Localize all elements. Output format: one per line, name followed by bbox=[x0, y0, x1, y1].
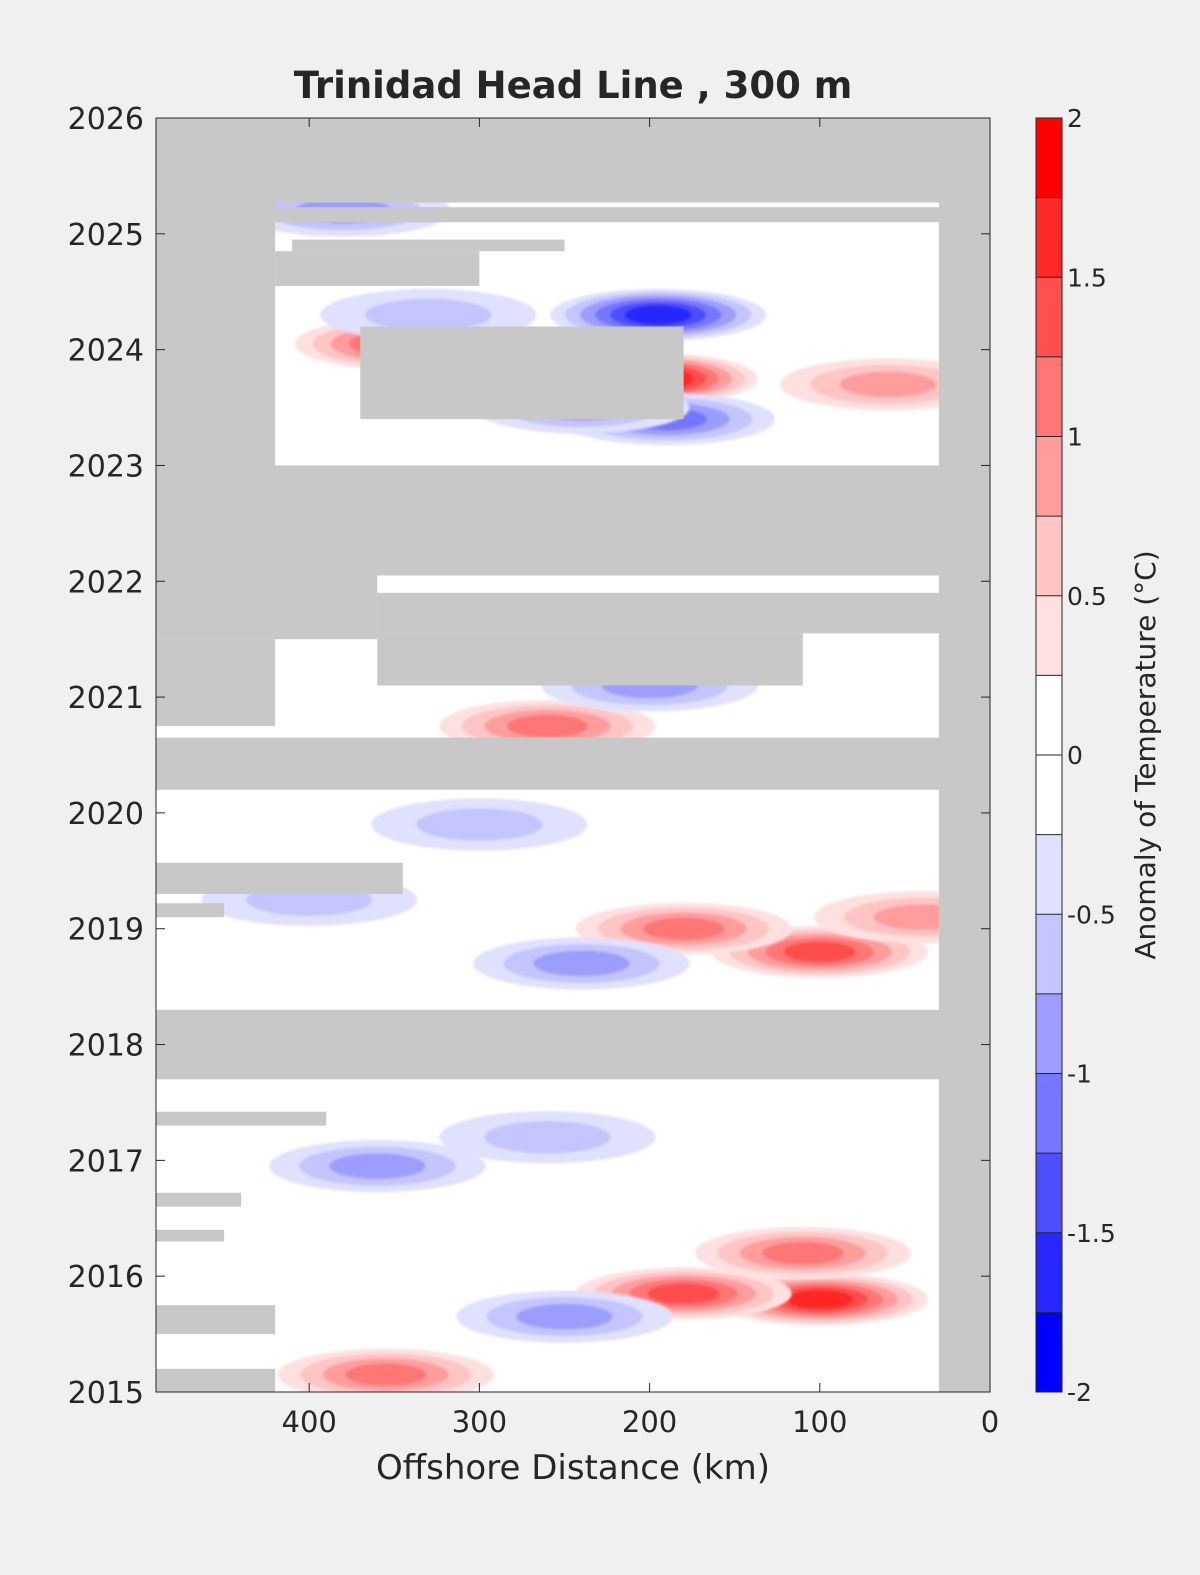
colorbar-tick-label: 0 bbox=[1067, 741, 1083, 770]
y-tick-label: 2021 bbox=[68, 681, 144, 716]
missing-data-regions bbox=[156, 118, 990, 1392]
y-axis: 2015 2016 2017 2018 2019 2020 2021 2022 2023 2024… bbox=[68, 102, 990, 1411]
y-tick-label: 2020 bbox=[68, 797, 144, 832]
anomaly-blob bbox=[575, 902, 792, 955]
anomaly-contour-level bbox=[533, 950, 630, 977]
anomaly-blob bbox=[473, 937, 690, 990]
colorbar-tick-label: -0.5 bbox=[1067, 900, 1116, 929]
colorbar-segment bbox=[1036, 1312, 1062, 1392]
missing-data-region bbox=[156, 202, 276, 466]
colorbar-tick-label: -2 bbox=[1067, 1378, 1092, 1407]
colorbar-segment bbox=[1036, 197, 1062, 278]
colorbar-segment bbox=[1036, 993, 1062, 1074]
colorbar-label: Anomaly of Temperature (°C) bbox=[1129, 550, 1162, 959]
anomaly-contour-level bbox=[329, 1153, 426, 1179]
anomaly-contour-level bbox=[786, 1290, 853, 1309]
y-tick-label: 2022 bbox=[68, 565, 144, 600]
colorbar-tick-label: 1 bbox=[1067, 423, 1083, 452]
colorbar-segment bbox=[1036, 516, 1062, 596]
colorbar-segment bbox=[1036, 1153, 1062, 1233]
anomaly-blob bbox=[269, 1140, 486, 1193]
colorbar-segment bbox=[1036, 277, 1062, 357]
anomaly-contour-level bbox=[839, 371, 936, 398]
x-tick-label: 400 bbox=[282, 1405, 337, 1439]
y-tick-label: 2025 bbox=[68, 218, 144, 253]
missing-data-region bbox=[275, 251, 480, 286]
anomaly-contour-level bbox=[762, 1242, 844, 1265]
x-tick-label: 300 bbox=[452, 1405, 507, 1439]
colorbar-tick-label: 1.5 bbox=[1067, 263, 1107, 292]
x-tick-label: 100 bbox=[792, 1405, 847, 1439]
anomaly-blob bbox=[456, 1290, 673, 1343]
colorbar-tick-label: 2 bbox=[1067, 104, 1083, 133]
anomaly-blob bbox=[371, 798, 588, 851]
colorbar-tick-label: 0.5 bbox=[1067, 582, 1107, 611]
anomaly-contour-level bbox=[365, 298, 492, 331]
y-tick-label: 2024 bbox=[68, 334, 144, 369]
missing-data-region bbox=[156, 1111, 327, 1126]
missing-data-region bbox=[156, 862, 403, 894]
missing-data-region bbox=[156, 1305, 276, 1335]
x-tick-label: 200 bbox=[622, 1405, 677, 1439]
missing-data-region bbox=[156, 903, 225, 918]
colorbar: -2 -1.5 -1 -0.5 0 0.5 1 1.5 2 bbox=[1035, 104, 1116, 1407]
anomaly-contour-level bbox=[345, 1363, 427, 1386]
missing-data-region bbox=[292, 239, 565, 252]
x-axis-label: Offshore Distance (km) bbox=[376, 1448, 770, 1488]
colorbar-segment bbox=[1036, 834, 1062, 915]
anomaly-blob bbox=[694, 1227, 911, 1280]
anomaly-contour-level bbox=[416, 808, 543, 841]
missing-data-region bbox=[156, 1368, 276, 1392]
anomaly-contour-level bbox=[625, 305, 692, 325]
colorbar-segment bbox=[1036, 1232, 1062, 1313]
anomaly-blob bbox=[813, 891, 990, 944]
colorbar-segment bbox=[1036, 118, 1062, 198]
missing-data-region bbox=[156, 737, 990, 790]
colorbar-segment bbox=[1036, 675, 1062, 755]
anomaly-blob bbox=[779, 358, 990, 411]
y-tick-label: 2015 bbox=[68, 1376, 144, 1411]
colorbar-tick-label: -1 bbox=[1067, 1060, 1092, 1089]
x-tick-label: 0 bbox=[981, 1405, 999, 1439]
anomaly-contour-level bbox=[783, 941, 856, 962]
y-tick-label: 2019 bbox=[68, 913, 144, 948]
missing-data-region bbox=[377, 592, 939, 634]
missing-data-region bbox=[360, 326, 684, 420]
missing-data-region bbox=[156, 1192, 242, 1207]
missing-data-region bbox=[156, 575, 378, 640]
y-tick-label: 2026 bbox=[68, 102, 144, 137]
missing-data-region bbox=[156, 1009, 990, 1080]
colorbar-segment bbox=[1036, 914, 1062, 994]
plot-frame bbox=[155, 117, 991, 1393]
colorbar-tick-label: -1.5 bbox=[1067, 1219, 1116, 1248]
anomaly-blob bbox=[277, 1348, 494, 1392]
colorbar-segment bbox=[1036, 595, 1062, 676]
anomaly-contour-level bbox=[516, 1304, 613, 1330]
y-tick-label: 2016 bbox=[68, 1260, 144, 1295]
missing-data-region bbox=[156, 639, 276, 727]
missing-data-region bbox=[156, 118, 990, 203]
y-tick-label: 2017 bbox=[68, 1144, 144, 1179]
colorbar-segment bbox=[1036, 1073, 1062, 1154]
colorbar-segment bbox=[1036, 436, 1062, 517]
x-axis: 400 300 200 100 0 bbox=[282, 118, 999, 1439]
anomaly-blob bbox=[439, 1111, 656, 1164]
y-tick-label: 2018 bbox=[68, 1029, 144, 1064]
anomaly-contour-level bbox=[647, 1283, 720, 1304]
missing-data-region bbox=[275, 207, 939, 223]
colorbar-segment bbox=[1036, 755, 1062, 835]
y-tick-label: 2023 bbox=[68, 449, 144, 484]
missing-data-region bbox=[156, 465, 990, 576]
colorbar-segment bbox=[1036, 356, 1062, 437]
chart-title: Trinidad Head Line , 300 m bbox=[294, 64, 853, 107]
anomaly-contour-level bbox=[643, 917, 725, 940]
anomaly-contour-level bbox=[484, 1121, 611, 1154]
anomaly-contour-level bbox=[506, 715, 588, 738]
colorbar-frame bbox=[1035, 117, 1063, 1393]
missing-data-region bbox=[377, 633, 803, 686]
missing-data-region bbox=[156, 1229, 225, 1242]
